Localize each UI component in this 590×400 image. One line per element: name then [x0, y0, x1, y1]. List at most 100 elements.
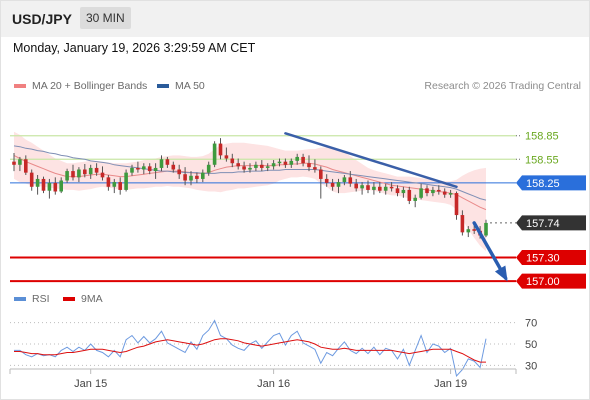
legend-bollinger-label: MA 20 + Bollinger Bands: [32, 80, 148, 92]
candle-13: [88, 164, 93, 179]
candle-64: [389, 182, 394, 192]
chart-datetime: Monday, January 19, 2026 3:29:59 AM CET: [13, 41, 256, 55]
candle-body-71: [431, 189, 435, 194]
candle-27: [171, 161, 176, 173]
candle-body-11: [77, 169, 81, 178]
rsi-swatch-icon: [14, 297, 26, 302]
timeframe-badge[interactable]: 30 MIN: [80, 7, 131, 29]
candle-65: [395, 185, 400, 197]
level-tag-bg-4: [516, 250, 586, 265]
candle-3: [29, 169, 34, 191]
candle-body-26: [165, 159, 170, 165]
candle-63: [383, 183, 388, 195]
bollinger-band-fill: [14, 131, 486, 252]
candle-body-73: [442, 191, 447, 195]
candle-7: [53, 177, 58, 195]
candle-body-39: [242, 166, 246, 170]
level-label-0: 158.85: [525, 131, 559, 143]
candle-11: [77, 167, 81, 183]
rsi-ma-line: [14, 338, 486, 363]
candle-71: [431, 186, 435, 197]
candle-45: [277, 158, 282, 167]
candle-5: [41, 176, 46, 194]
legend-rsi-ma: 9MA: [63, 293, 103, 305]
candle-body-65: [395, 188, 400, 194]
candle-40: [248, 163, 252, 173]
candle-2: [24, 155, 28, 175]
candle-42: [260, 160, 264, 172]
candle-37: [230, 153, 235, 168]
x-tick-label-0: Jan 15: [74, 378, 107, 390]
candle-body-5: [41, 178, 46, 191]
candle-body-3: [29, 172, 34, 187]
candle-30: [189, 171, 193, 186]
candle-20: [130, 164, 134, 176]
candle-body-70: [425, 188, 429, 194]
candlesticks: [12, 138, 488, 239]
candle-14: [94, 163, 99, 176]
level-tag-bg-3: [516, 215, 586, 231]
level-tag-5: 157.00: [516, 273, 586, 289]
candle-body-20: [130, 167, 134, 173]
rsi-ma-swatch-icon: [63, 297, 75, 302]
candle-54: [330, 178, 335, 191]
candle-body-61: [372, 186, 376, 190]
candle-body-13: [88, 167, 93, 175]
candle-62: [378, 182, 382, 194]
candle-body-55: [336, 182, 341, 187]
candle-4: [35, 175, 40, 195]
candle-51: [313, 159, 317, 173]
candle-body-67: [407, 189, 412, 201]
rsi-panel: 70 50 30: [10, 318, 537, 378]
candle-61: [372, 182, 376, 195]
candle-body-78: [472, 229, 476, 231]
candle-68: [413, 194, 417, 208]
candle-38: [236, 158, 240, 170]
candle-34: [212, 141, 217, 168]
candle-body-77: [466, 229, 471, 233]
candle-9: [65, 168, 69, 183]
candle-body-1: [18, 159, 22, 165]
candle-28: [177, 164, 181, 179]
candle-body-35: [218, 143, 223, 156]
rsi-line: [14, 319, 487, 378]
candle-body-63: [383, 186, 388, 191]
candle-73: [442, 188, 447, 198]
candle-50: [307, 155, 311, 172]
candle-29: [183, 167, 187, 186]
level-tag-text-4: 157.30: [526, 253, 560, 265]
candle-body-41: [254, 164, 258, 168]
candle-body-56: [342, 177, 347, 183]
bollinger-band-area: [14, 131, 486, 252]
candle-16: [106, 175, 111, 191]
candle-body-54: [330, 182, 335, 187]
candle-26: [165, 156, 170, 168]
candle-body-47: [289, 160, 294, 165]
rsi-tick-label-1: 50: [525, 339, 537, 351]
candle-body-15: [100, 172, 105, 178]
legend-ma50: MA 50: [157, 80, 205, 92]
candle-body-4: [35, 178, 40, 187]
candle-69: [419, 183, 423, 200]
candle-body-59: [360, 185, 364, 189]
candle-43: [265, 163, 270, 172]
candle-46: [283, 158, 288, 168]
level-tag-4: 157.30: [516, 250, 586, 265]
candle-body-27: [171, 164, 176, 170]
candle-body-76: [460, 215, 465, 233]
candle-body-45: [277, 161, 282, 164]
candle-80: [484, 219, 488, 238]
candle-1: [18, 156, 22, 172]
candle-70: [425, 185, 429, 197]
candle-body-64: [389, 186, 394, 189]
candle-25: [159, 155, 164, 172]
candle-12: [83, 164, 87, 178]
candle-75: [454, 191, 459, 220]
level-tag-bg-5: [516, 273, 586, 289]
candle-body-74: [448, 193, 453, 195]
candle-39: [242, 161, 246, 173]
candle-48: [295, 153, 299, 165]
candle-21: [136, 161, 140, 173]
candle-body-58: [354, 183, 358, 189]
